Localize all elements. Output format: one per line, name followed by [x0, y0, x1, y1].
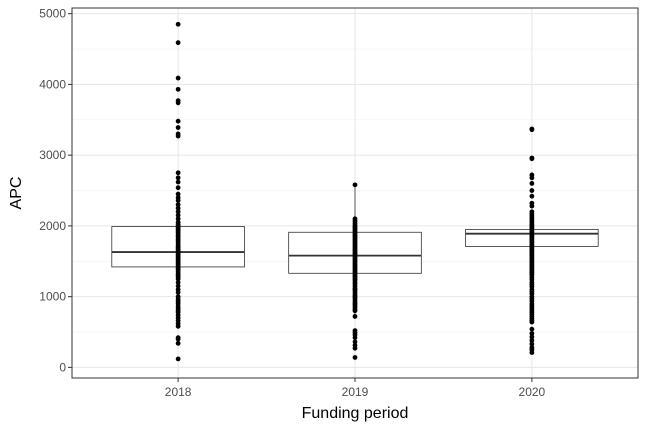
- y-tick-label: 0: [59, 360, 66, 374]
- y-tick-label: 1000: [39, 290, 66, 304]
- y-tick-label: 4000: [39, 77, 66, 91]
- data-point-2020: [529, 156, 535, 162]
- data-point-2019: [352, 308, 358, 314]
- data-point-2019: [352, 355, 358, 360]
- data-point-2018: [175, 191, 181, 197]
- data-point-2018: [175, 289, 181, 295]
- data-point-2019: [352, 339, 358, 345]
- data-point-2018: [175, 276, 181, 282]
- data-point-2019: [352, 345, 358, 351]
- data-point-2020: [529, 181, 535, 186]
- data-point-2018: [175, 209, 181, 215]
- data-point-2020: [529, 203, 535, 209]
- data-point-2020: [529, 331, 535, 336]
- data-point-2020: [529, 338, 535, 343]
- y-axis-title: APC: [8, 177, 25, 210]
- data-point-2020: [529, 319, 535, 325]
- data-point-2018: [175, 21, 181, 27]
- data-point-2019: [352, 335, 358, 341]
- data-point-2019: [352, 182, 358, 188]
- data-point-2018: [175, 205, 181, 211]
- data-point-2020: [529, 326, 535, 332]
- data-point-2018: [175, 125, 181, 130]
- data-point-2018: [175, 336, 181, 342]
- x-tick-label: 2019: [342, 385, 369, 399]
- data-point-2019: [352, 314, 358, 319]
- data-point-2020: [529, 334, 535, 340]
- data-point-2018: [175, 323, 181, 329]
- data-point-2018: [175, 133, 181, 139]
- data-point-2020: [529, 193, 535, 199]
- x-tick-label: 2020: [519, 385, 546, 399]
- data-point-2018: [175, 170, 181, 176]
- data-point-2018: [175, 340, 181, 346]
- point-layer: [175, 21, 535, 362]
- data-point-2018: [175, 216, 181, 222]
- data-point-2018: [175, 40, 181, 46]
- data-point-2018: [175, 198, 181, 203]
- data-point-2020: [529, 175, 535, 181]
- data-point-2018: [175, 86, 181, 92]
- data-point-2018: [175, 283, 181, 289]
- data-point-2020: [529, 350, 535, 355]
- data-point-2018: [175, 185, 181, 191]
- x-axis-title: Funding period: [302, 405, 409, 422]
- data-point-2020: [529, 127, 535, 133]
- data-point-2018: [175, 118, 181, 124]
- data-point-2020: [529, 341, 535, 347]
- data-point-2018: [175, 356, 181, 362]
- data-point-2018: [175, 100, 181, 106]
- data-point-2018: [175, 75, 181, 81]
- y-tick-label: 5000: [39, 7, 66, 21]
- data-point-2020: [529, 188, 535, 193]
- data-point-2018: [175, 175, 181, 181]
- y-axis: 0 1000 2000 3000 4000 5000: [39, 7, 72, 374]
- x-axis: 2018 2019 2020: [165, 378, 546, 399]
- data-point-2018: [175, 202, 181, 208]
- data-point-2018: [175, 179, 181, 185]
- data-point-2018: [175, 212, 181, 218]
- x-tick-label: 2018: [165, 385, 192, 399]
- data-point-2018: [175, 280, 181, 285]
- y-tick-label: 3000: [39, 148, 66, 162]
- y-tick-label: 2000: [39, 219, 66, 233]
